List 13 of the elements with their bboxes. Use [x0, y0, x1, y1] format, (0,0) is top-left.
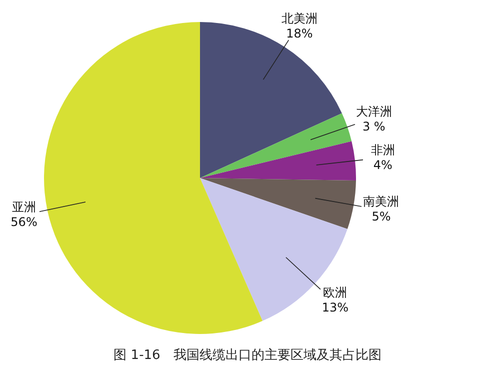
data-label: 4%	[373, 158, 392, 172]
data-label: 56%	[10, 214, 38, 229]
data-label: 18%	[286, 26, 313, 41]
slice-label: 南美洲	[363, 194, 400, 208]
slice-label: 北美洲	[281, 12, 318, 26]
slice-label: 亚洲	[12, 200, 36, 214]
slice-label: 非洲	[370, 143, 395, 158]
data-label: 13%	[322, 300, 348, 314]
text: 图 1-16 我国线缆出口的主要区域及其占比图	[112, 347, 382, 364]
slice-label: 大洋洲	[356, 104, 392, 118]
data-label: 5%	[372, 209, 391, 224]
data-label: 3 %	[362, 119, 386, 134]
slice-label: 欧洲	[323, 285, 348, 300]
